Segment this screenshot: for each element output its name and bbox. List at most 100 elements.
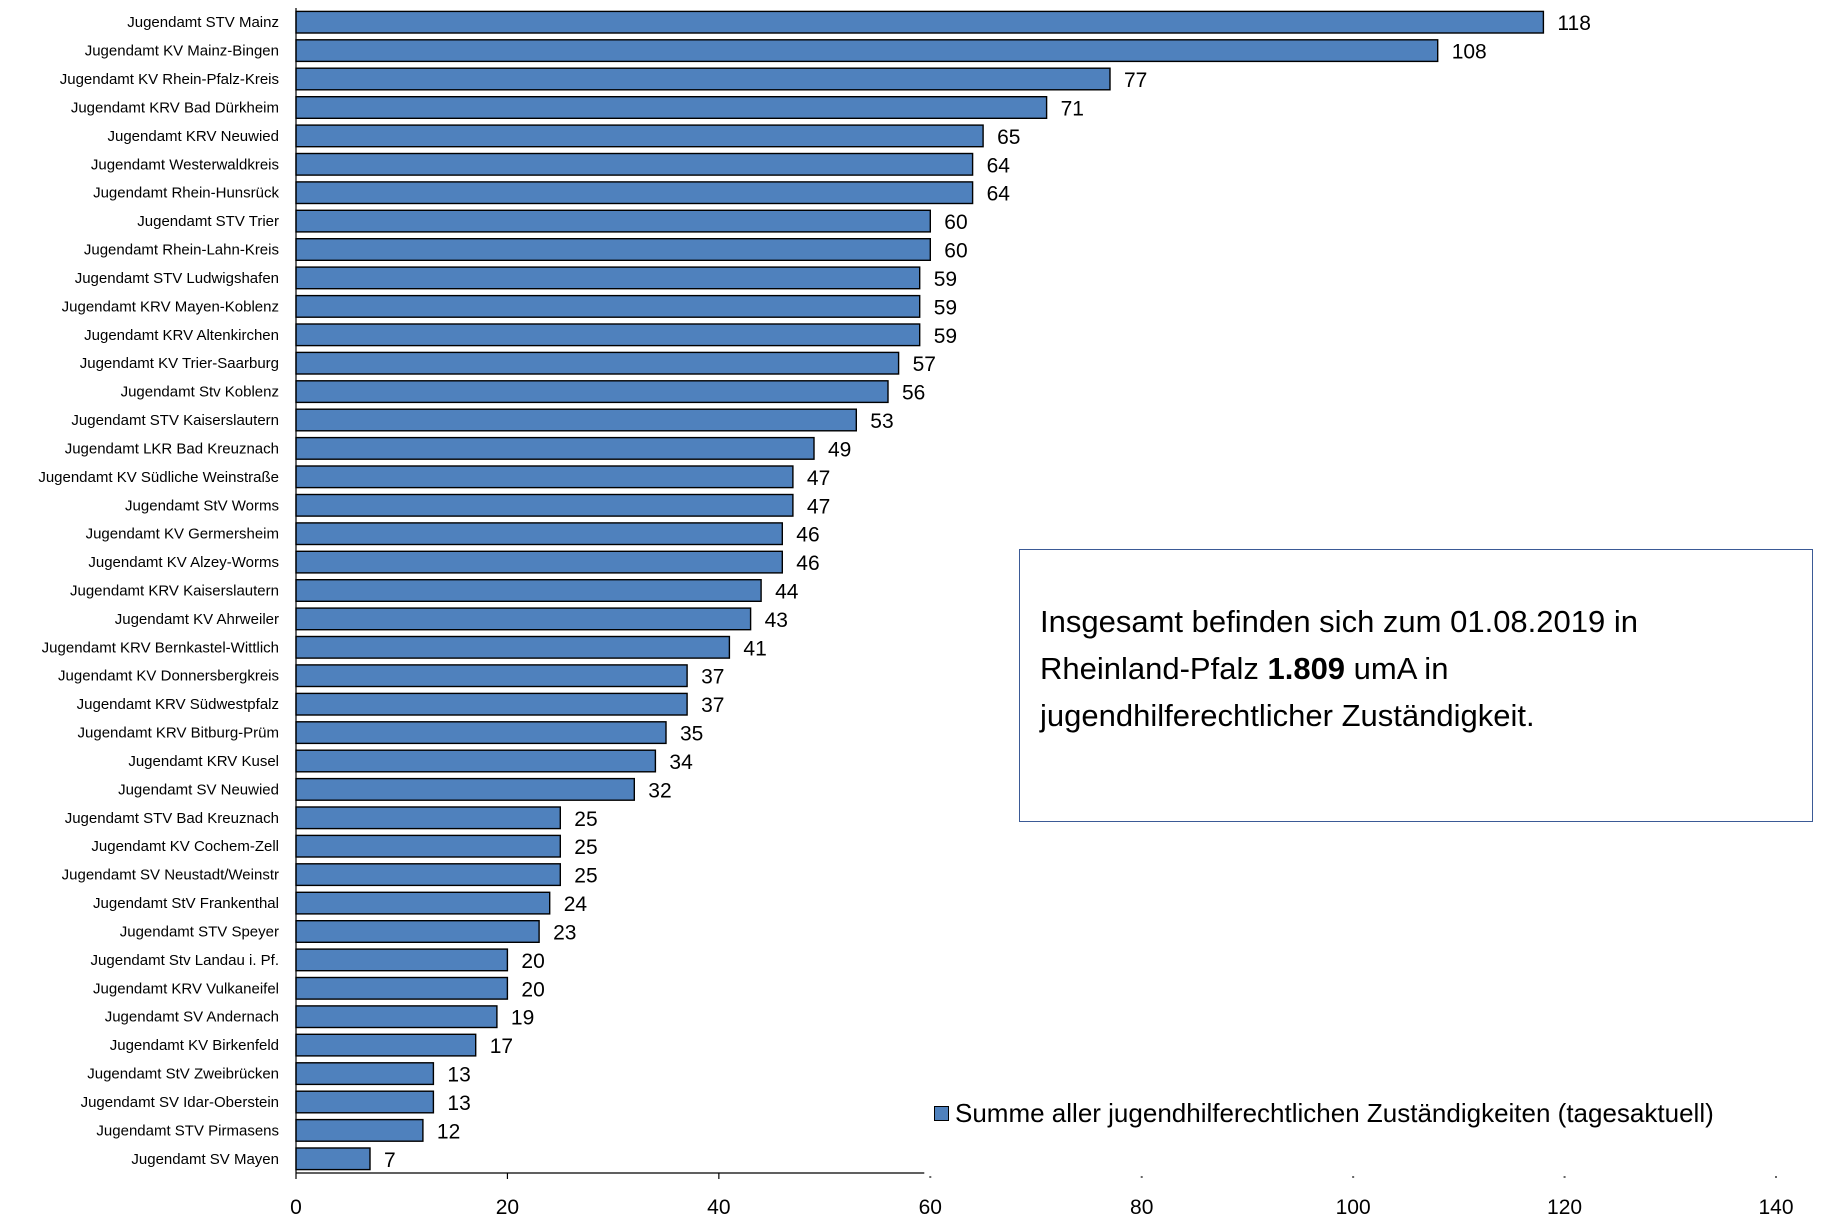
category-label-29: Jugendamt STV Bad Kreuznach [65, 810, 279, 827]
bar-33 [295, 920, 540, 944]
legend-label: Summe aller jugendhilferechtlichen Zustä… [955, 1097, 1714, 1128]
category-labels-group: Jugendamt STV Mainz Jugendamt KV Mainz-Bi… [38, 14, 279, 1168]
bar-22 [295, 607, 752, 631]
value-label-9: 60 [944, 240, 967, 263]
bar-8 [295, 209, 931, 233]
bar-15 [295, 408, 857, 432]
bar-38 [295, 1062, 435, 1086]
category-label-31: Jugendamt SV Neustadt/Weinstr [62, 867, 279, 884]
bar-39 [295, 1090, 435, 1114]
category-label-5: Jugendamt KRV Neuwied [108, 128, 280, 145]
bar-18 [295, 493, 794, 517]
category-label-2: Jugendamt KV Mainz-Bingen [85, 43, 279, 60]
bar-24 [295, 664, 688, 688]
value-label-16: 49 [828, 438, 851, 461]
category-label-9: Jugendamt Rhein-Lahn-Kreis [84, 242, 279, 259]
category-label-13: Jugendamt KV Trier-Saarburg [80, 355, 279, 372]
category-label-23: Jugendamt KRV Bernkastel-Wittlich [42, 639, 279, 656]
category-label-7: Jugendamt Rhein-Hunsrück [93, 185, 279, 202]
value-label-37: 17 [490, 1035, 513, 1058]
x-tick-80 [1140, 1176, 1143, 1178]
value-label-30: 25 [574, 836, 597, 859]
bar-10 [295, 266, 921, 290]
value-label-2: 108 [1452, 41, 1487, 64]
value-label-15: 53 [870, 410, 893, 433]
x-tick-120 [1563, 1176, 1566, 1178]
annotation-total: 1.809 [1267, 651, 1346, 686]
value-label-35: 20 [521, 978, 544, 1001]
bar-21 [295, 579, 762, 603]
category-label-21: Jugendamt KRV Kaiserslautern [70, 583, 279, 600]
bar-37 [295, 1033, 477, 1057]
bar-20 [295, 550, 783, 574]
bar-17 [295, 465, 794, 489]
value-label-21: 44 [775, 581, 799, 604]
value-label-12: 59 [934, 325, 957, 348]
category-label-25: Jugendamt KRV Südwestpfalz [77, 696, 279, 713]
bar-3 [295, 67, 1111, 91]
category-label-27: Jugendamt KRV Kusel [128, 753, 279, 770]
value-label-24: 37 [701, 666, 724, 689]
category-label-34: Jugendamt Stv Landau i. Pf. [91, 952, 279, 969]
x-tick-label-60: 60 [919, 1196, 942, 1219]
bar-31 [295, 863, 561, 887]
category-label-18: Jugendamt StV Worms [125, 497, 279, 514]
bar-35 [295, 976, 509, 1000]
x-tick-labels-group: 0 20 40 60 80 100 120 140 [290, 1196, 1793, 1219]
category-label-22: Jugendamt KV Ahrweiler [115, 611, 279, 628]
value-label-32: 24 [564, 893, 588, 916]
bar-41 [295, 1147, 371, 1171]
annotation-line-2-prefix: Rheinland-Pfalz [1040, 651, 1268, 686]
category-label-8: Jugendamt STV Trier [137, 213, 279, 230]
value-label-1: 118 [1557, 12, 1590, 35]
value-label-5: 65 [997, 126, 1020, 149]
category-label-38: Jugendamt StV Zweibrücken [87, 1066, 279, 1083]
x-tick-label-140: 140 [1758, 1196, 1793, 1219]
category-label-15: Jugendamt STV Kaiserslautern [71, 412, 279, 429]
bar-7 [295, 181, 974, 205]
value-label-18: 47 [807, 495, 830, 518]
value-label-25: 37 [701, 694, 724, 717]
category-label-24: Jugendamt KV Donnersbergkreis [58, 668, 279, 685]
category-label-14: Jugendamt Stv Koblenz [121, 384, 279, 401]
annotation-line-1: Insgesamt befinden sich zum 01.08.2019 i… [1040, 604, 1638, 639]
category-label-3: Jugendamt KV Rhein-Pfalz-Kreis [60, 71, 279, 88]
annotation-line-3: jugendhilferechtlicher Zuständigkeit. [1040, 698, 1535, 733]
category-label-35: Jugendamt KRV Vulkaneifel [93, 980, 279, 997]
bar-12 [295, 323, 921, 347]
category-label-10: Jugendamt STV Ludwigshafen [75, 270, 279, 287]
value-label-23: 41 [743, 637, 766, 660]
value-label-36: 19 [511, 1007, 534, 1030]
annotation-line-2-suffix: umA in [1345, 651, 1449, 686]
bar-13 [295, 351, 900, 375]
value-labels-group: 118 108 77 71 65 64 64 60 60 59 59 59 57 56 53 49 47 47 46… [384, 12, 1591, 1172]
category-label-39: Jugendamt SV Idar-Oberstein [81, 1094, 279, 1111]
category-label-28: Jugendamt SV Neuwied [118, 781, 279, 798]
value-label-3: 77 [1124, 69, 1147, 92]
value-label-7: 64 [987, 183, 1011, 206]
value-label-13: 57 [913, 353, 936, 376]
bar-9 [295, 237, 931, 261]
bar-14 [295, 380, 889, 404]
annotation-box: Insgesamt befinden sich zum 01.08.2019 i… [1019, 549, 1813, 822]
value-label-27: 34 [669, 751, 693, 774]
x-tick-label-40: 40 [707, 1196, 730, 1219]
value-label-6: 64 [987, 154, 1011, 177]
bar-19 [295, 522, 783, 546]
value-label-20: 46 [796, 552, 819, 575]
bar-30 [295, 834, 561, 858]
x-tick-label-80: 80 [1130, 1196, 1153, 1219]
bar-25 [295, 692, 688, 716]
x-tick-label-20: 20 [496, 1196, 519, 1219]
x-tick-100 [1352, 1176, 1355, 1178]
category-label-26: Jugendamt KRV Bitburg-Prüm [78, 725, 279, 742]
x-ticks-group [295, 1173, 1777, 1179]
value-label-28: 32 [648, 779, 671, 802]
bar-1 [295, 10, 1545, 34]
category-label-4: Jugendamt KRV Bad Dürkheim [71, 100, 279, 117]
bar-23 [295, 635, 731, 659]
value-label-34: 20 [521, 950, 544, 973]
bar-28 [295, 777, 635, 801]
bar-29 [295, 806, 561, 830]
